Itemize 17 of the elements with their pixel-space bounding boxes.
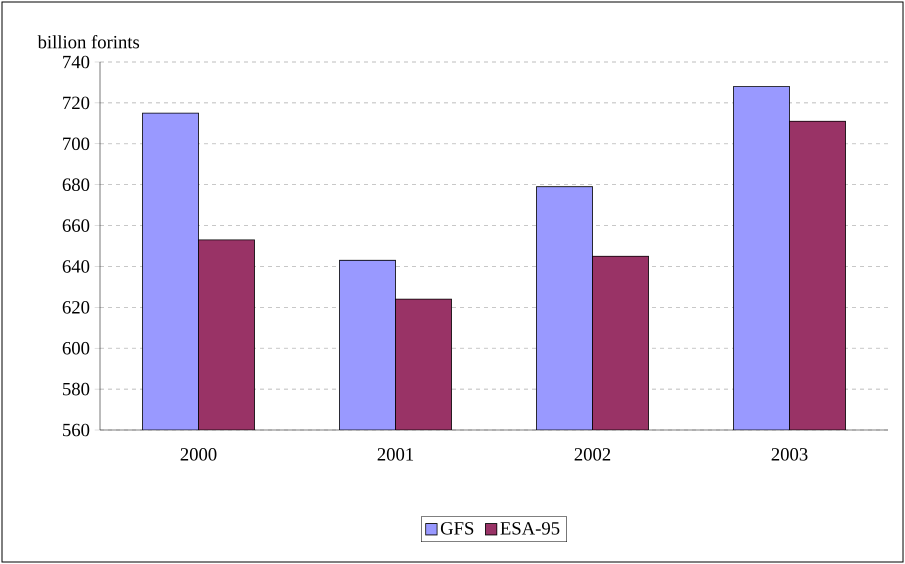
- x-tick-label: 2001: [378, 448, 414, 461]
- y-tick-label: 620: [62, 301, 90, 314]
- y-tick-label: 740: [63, 56, 90, 68]
- legend-label: GFS: [440, 522, 474, 535]
- x-tick-label: 2002: [574, 448, 610, 461]
- y-tick-label: 600: [62, 342, 90, 355]
- y-axis-title: billion forints: [38, 35, 140, 48]
- y-tick-label: 560: [63, 424, 90, 436]
- y-tick-label: 580: [63, 382, 90, 396]
- y-tick-label: 700: [63, 137, 90, 150]
- y-tick-label: 640: [62, 260, 90, 273]
- y-tick-label: 680: [62, 178, 90, 191]
- legend-label: ESA-95: [500, 522, 560, 535]
- y-tick-label: 660: [62, 219, 90, 232]
- x-tick-label: 2000: [180, 448, 216, 461]
- y-tick-label: 720: [63, 96, 90, 110]
- x-tick-label: 2003: [772, 448, 808, 461]
